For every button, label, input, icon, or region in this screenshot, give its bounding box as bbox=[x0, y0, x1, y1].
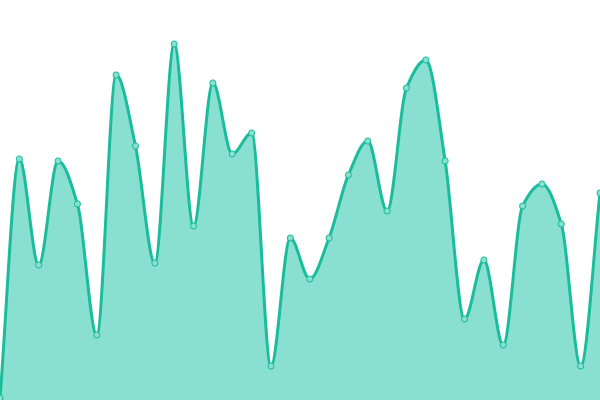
data-point-8 bbox=[151, 259, 159, 267]
data-point-12 bbox=[228, 150, 236, 158]
data-point-13 bbox=[248, 129, 256, 137]
data-point-25 bbox=[480, 256, 488, 264]
data-point-3 bbox=[54, 157, 62, 165]
data-point-15 bbox=[286, 234, 294, 242]
data-point-26 bbox=[499, 341, 507, 349]
data-point-5 bbox=[93, 331, 101, 339]
data-point-21 bbox=[402, 84, 410, 92]
data-point-28 bbox=[538, 180, 546, 188]
data-point-17 bbox=[325, 234, 333, 242]
data-point-6 bbox=[112, 71, 120, 79]
data-point-0 bbox=[0, 394, 4, 400]
area-fill bbox=[0, 44, 600, 400]
data-point-27 bbox=[519, 202, 527, 210]
data-point-16 bbox=[306, 275, 314, 283]
data-point-4 bbox=[73, 200, 81, 208]
data-points bbox=[0, 40, 600, 400]
data-point-14 bbox=[267, 362, 275, 370]
data-point-23 bbox=[441, 157, 449, 165]
data-point-29 bbox=[557, 220, 565, 228]
data-point-1 bbox=[15, 155, 23, 163]
data-point-31 bbox=[596, 189, 600, 197]
data-point-30 bbox=[577, 362, 585, 370]
data-point-7 bbox=[131, 142, 139, 150]
data-point-11 bbox=[209, 79, 217, 87]
data-point-20 bbox=[383, 207, 391, 215]
data-point-10 bbox=[190, 222, 198, 230]
data-point-18 bbox=[344, 171, 352, 179]
data-point-22 bbox=[422, 56, 430, 64]
data-point-9 bbox=[170, 40, 178, 48]
data-point-19 bbox=[364, 137, 372, 145]
data-point-24 bbox=[461, 315, 469, 323]
data-point-2 bbox=[35, 261, 43, 269]
